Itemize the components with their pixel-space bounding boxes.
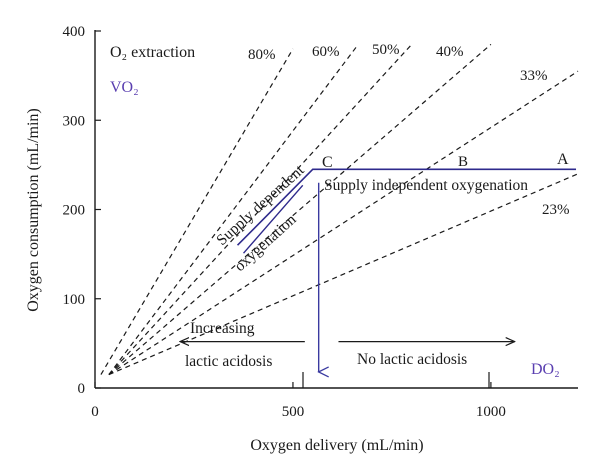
y-tick-label-300: 300 xyxy=(63,113,86,129)
extraction-lines-group xyxy=(100,43,579,376)
point-label-b: B xyxy=(458,154,468,170)
extraction-line-60 xyxy=(108,44,359,375)
o2-extraction-label: O₂ extraction xyxy=(110,44,195,61)
point-label-c: C xyxy=(322,154,333,171)
extraction-line-23 xyxy=(108,173,579,376)
extraction-label-80: 80% xyxy=(248,47,276,63)
y-tick-label-200: 200 xyxy=(63,203,86,219)
oxygenation-curve-inner xyxy=(242,184,304,254)
increasing-label: Increasing xyxy=(190,320,255,337)
point-label-a: A xyxy=(557,151,569,168)
x-tick-label-1000: 1000 xyxy=(476,404,506,420)
no-lactic-acidosis-label: No lactic acidosis xyxy=(357,351,467,368)
extraction-line-50 xyxy=(108,43,413,376)
vo2-label: VO₂ xyxy=(110,79,139,96)
extraction-line-80 xyxy=(100,48,294,375)
y-axis-title: Oxygen consumption (mL/min) xyxy=(25,108,42,312)
y-tick-label-100: 100 xyxy=(63,292,86,308)
lactic-acidosis-label: lactic acidosis xyxy=(185,353,272,370)
supply-independent-label: Supply independent oxygenation xyxy=(324,177,528,194)
extraction-label-50: 50% xyxy=(372,42,400,58)
oxygenation-curve xyxy=(236,168,577,246)
do2-label: DO₂ xyxy=(531,361,560,378)
y-tick-label-400: 400 xyxy=(63,24,86,40)
extraction-line-33 xyxy=(108,70,579,376)
x-axis-title: Oxygen delivery (mL/min) xyxy=(250,437,423,454)
x-tick-label-0: 0 xyxy=(91,404,99,420)
extraction-labels-group: 80% 60% 50% 40% 33% 23% xyxy=(248,42,570,218)
extraction-label-60: 60% xyxy=(312,44,340,60)
extraction-label-23: 23% xyxy=(542,202,570,218)
extraction-line-40 xyxy=(108,43,492,376)
ticks-group: 0 500 1000 0 100 200 300 400 xyxy=(63,24,506,420)
y-tick-label-0: 0 xyxy=(78,381,86,397)
extraction-label-40: 40% xyxy=(436,44,464,60)
x-tick-label-500: 500 xyxy=(282,404,305,420)
extraction-label-33: 33% xyxy=(520,68,548,84)
